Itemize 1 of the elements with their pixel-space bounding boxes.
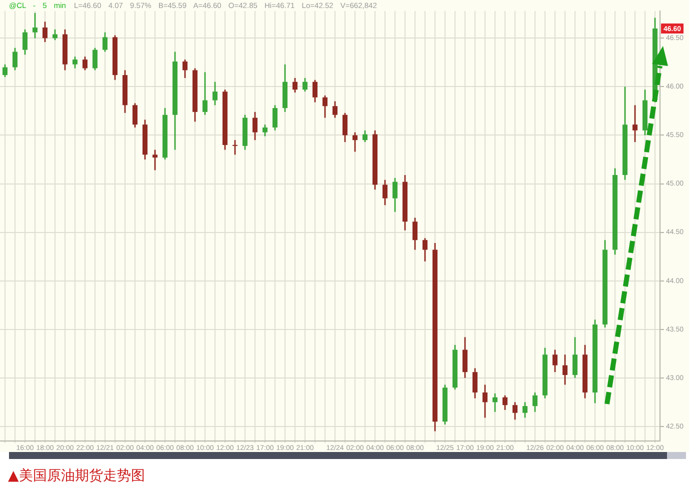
text: ▲美国原油期货走势图: [8, 468, 145, 485]
